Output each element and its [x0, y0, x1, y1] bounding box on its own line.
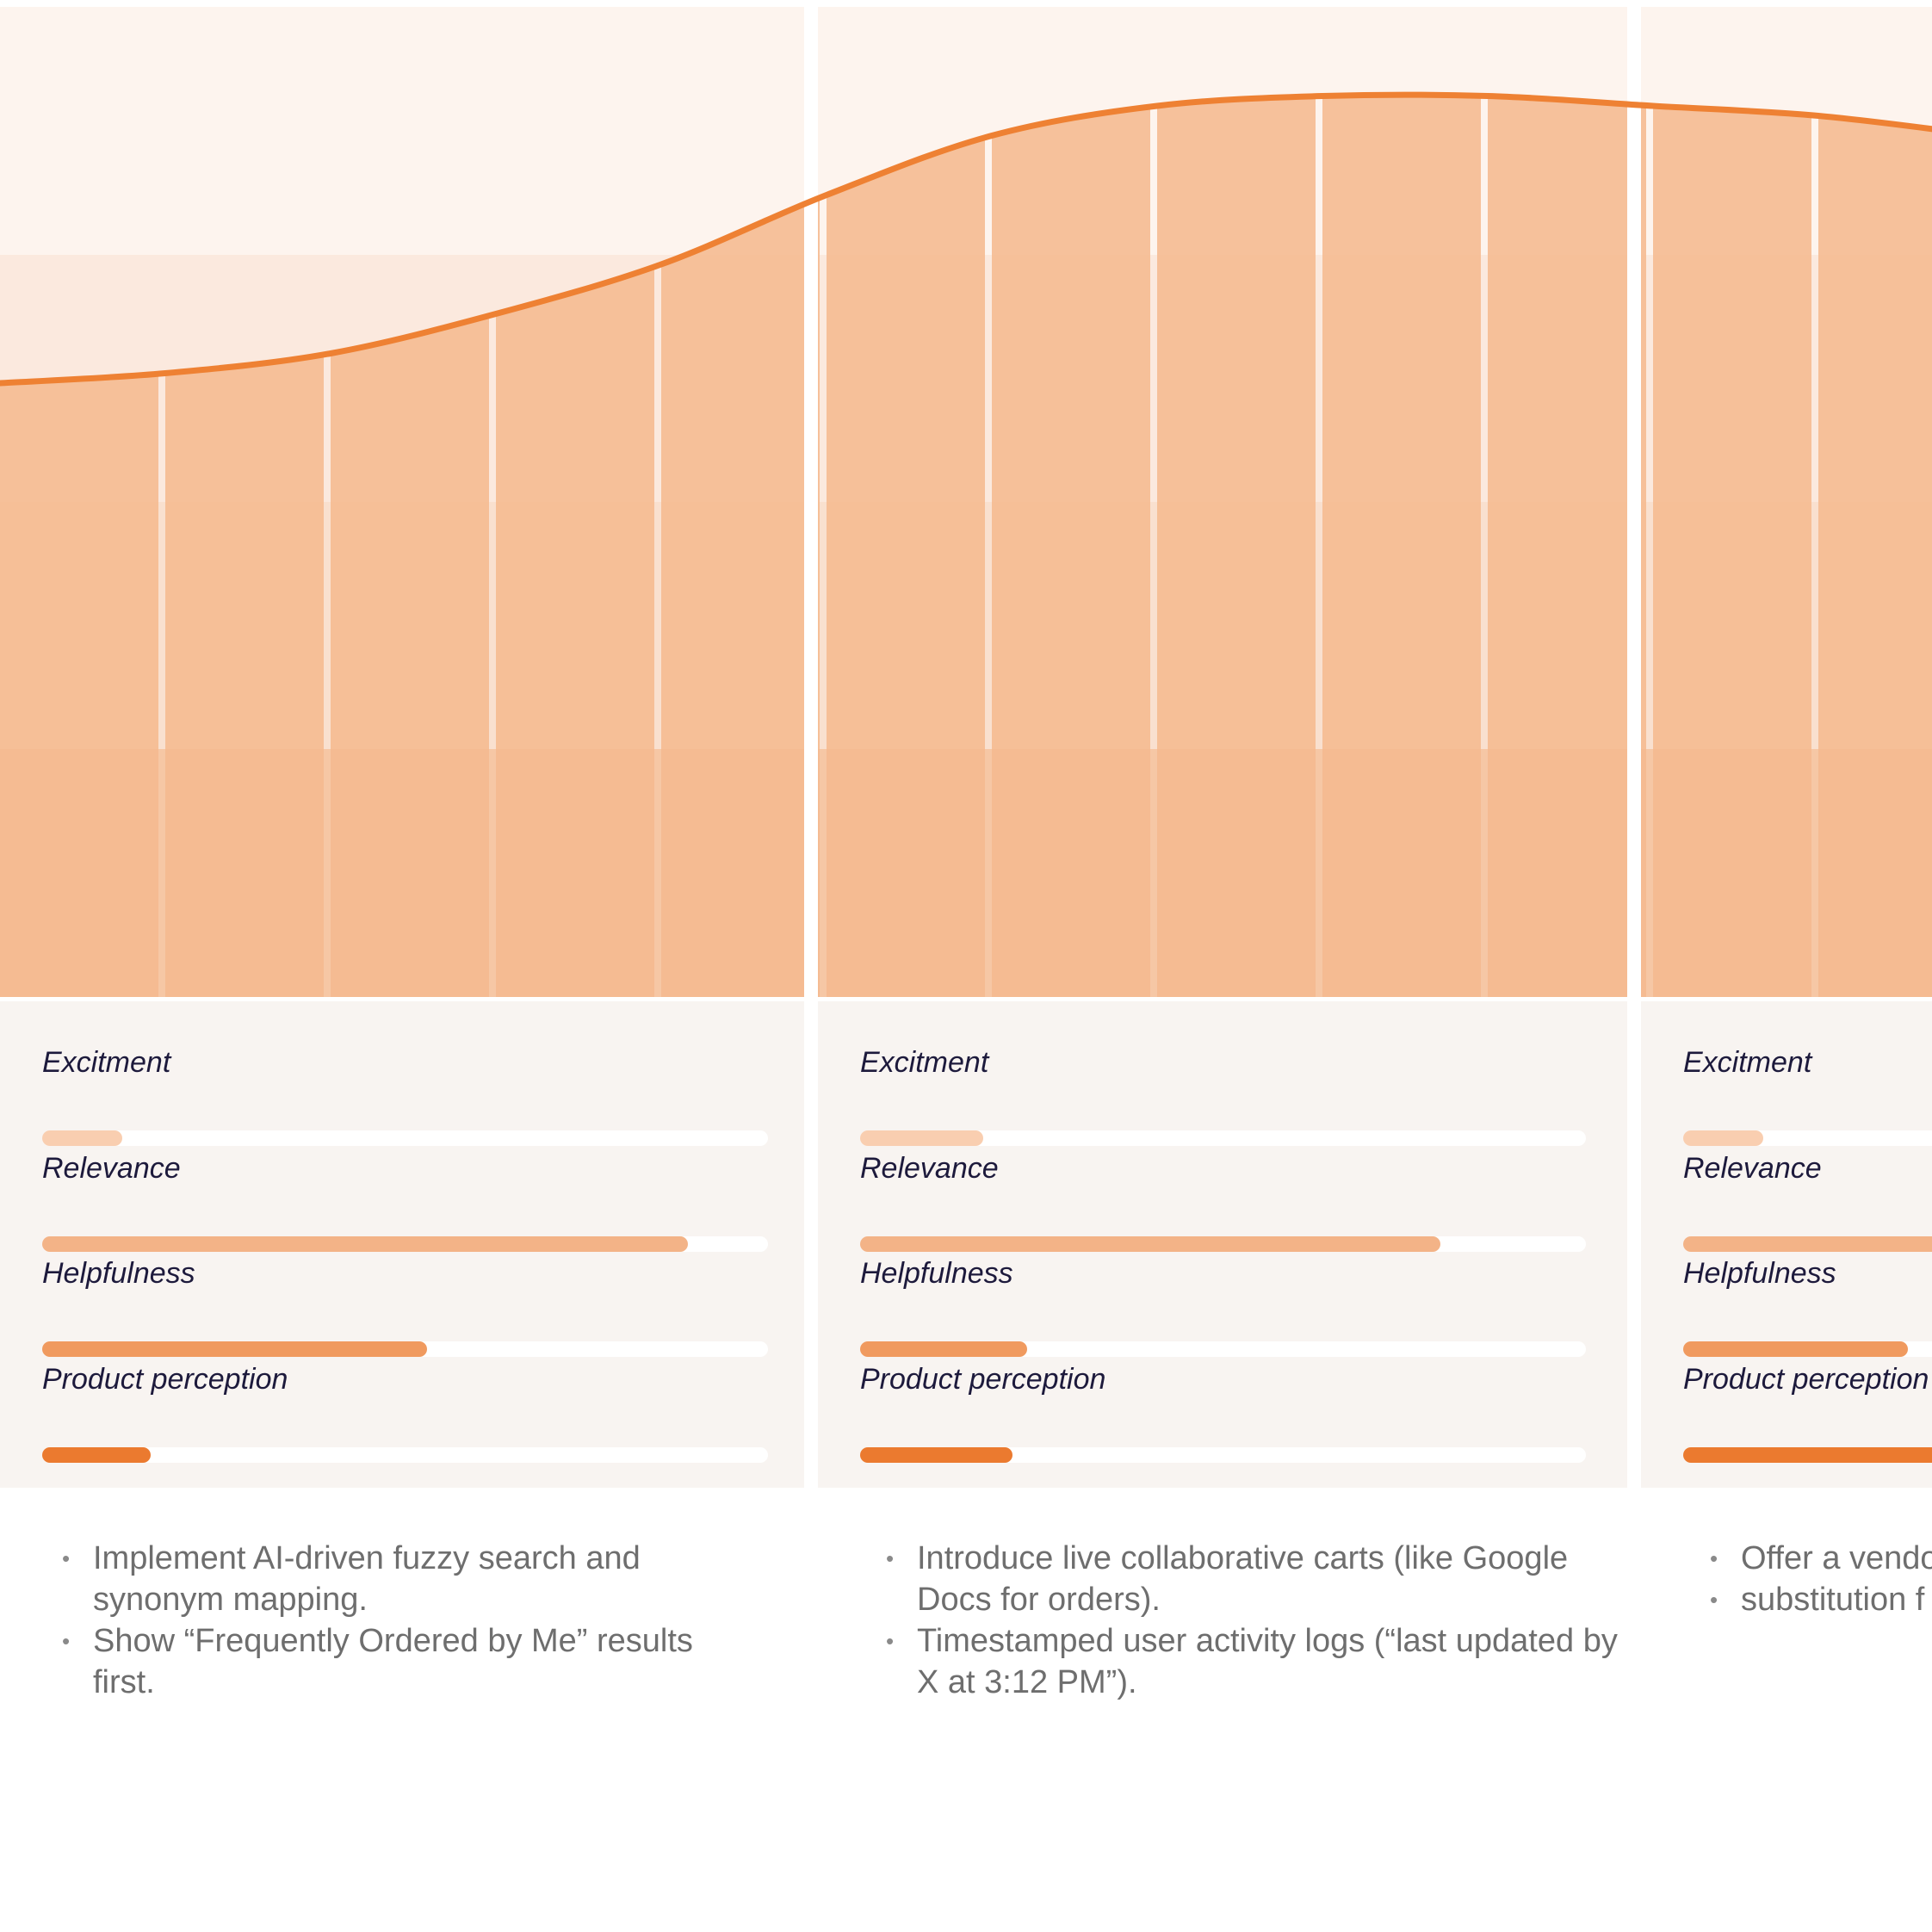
area-column [1157, 95, 1316, 997]
recommendation-item: Offer a vendo [1691, 1538, 1932, 1579]
progress-track [42, 1447, 768, 1463]
stage-panel-1: Excitment Relevance Helpfulness Product … [0, 1001, 804, 1488]
progress-fill [42, 1236, 689, 1252]
progress-fill [42, 1447, 152, 1463]
metric-label: Helpfulness [860, 1257, 1013, 1290]
progress-fill [1683, 1341, 1909, 1357]
stage-1-band-1 [0, 7, 804, 255]
progress-track [860, 1447, 1586, 1463]
stage-panel-3: Excitment Relevance Helpfulness Product … [1641, 1001, 1932, 1488]
progress-fill [42, 1341, 427, 1357]
stage-panel-2: Excitment Relevance Helpfulness Product … [818, 1001, 1627, 1488]
metric-label: Relevance [860, 1152, 999, 1185]
progress-track [860, 1341, 1586, 1357]
progress-track [42, 1236, 768, 1252]
metric-label: Excitment [42, 1046, 171, 1079]
emotion-curve-graph [0, 0, 1932, 999]
area-column [1818, 95, 1932, 997]
progress-fill [1683, 1447, 1932, 1463]
area-column [992, 95, 1150, 997]
area-column [1322, 95, 1481, 997]
recommendations-list-1: Implement AI-driven fuzzy search and syn… [43, 1538, 749, 1703]
progress-track [860, 1130, 1586, 1146]
progress-fill [860, 1236, 1441, 1252]
metric-label: Product perception [860, 1363, 1106, 1396]
recommendation-item: Timestamped user activity logs (“last up… [867, 1620, 1625, 1703]
progress-fill [860, 1341, 1027, 1357]
metric-label: Product perception [1683, 1363, 1929, 1396]
recommendation-item: Introduce live collaborative carts (like… [867, 1538, 1625, 1620]
progress-track [42, 1341, 768, 1357]
progress-fill [860, 1130, 984, 1146]
recommendation-item: Show “Frequently Ordered by Me” results … [43, 1620, 749, 1703]
progress-track [1683, 1130, 1932, 1146]
progress-track [1683, 1236, 1932, 1252]
metric-label: Excitment [860, 1046, 989, 1079]
area-column [827, 95, 985, 997]
recommendations-list-2: Introduce live collaborative carts (like… [867, 1538, 1625, 1703]
recommendation-item: substitution f [1691, 1579, 1932, 1620]
area-column [1653, 95, 1811, 997]
progress-fill [1683, 1130, 1763, 1146]
stage-divider [1627, 0, 1641, 999]
metric-label: Product perception [42, 1363, 288, 1396]
progress-track [1683, 1341, 1932, 1357]
progress-track [860, 1236, 1586, 1252]
progress-fill [860, 1447, 1013, 1463]
area-column [1488, 95, 1646, 997]
progress-fill [42, 1130, 122, 1146]
metric-label: Relevance [42, 1152, 181, 1185]
curve-area [0, 95, 1932, 997]
stage-divider [804, 0, 818, 999]
progress-track [42, 1130, 768, 1146]
emotion-curve-line [0, 91, 1932, 387]
metric-label: Relevance [1683, 1152, 1822, 1185]
recommendations-list-3: Offer a vendo substitution f [1691, 1538, 1932, 1620]
progress-track [1683, 1447, 1932, 1463]
recommendation-item: Implement AI-driven fuzzy search and syn… [43, 1538, 749, 1620]
progress-fill [1683, 1236, 1932, 1252]
metric-label: Helpfulness [1683, 1257, 1836, 1290]
metric-label: Helpfulness [42, 1257, 195, 1290]
metric-label: Excitment [1683, 1046, 1812, 1079]
